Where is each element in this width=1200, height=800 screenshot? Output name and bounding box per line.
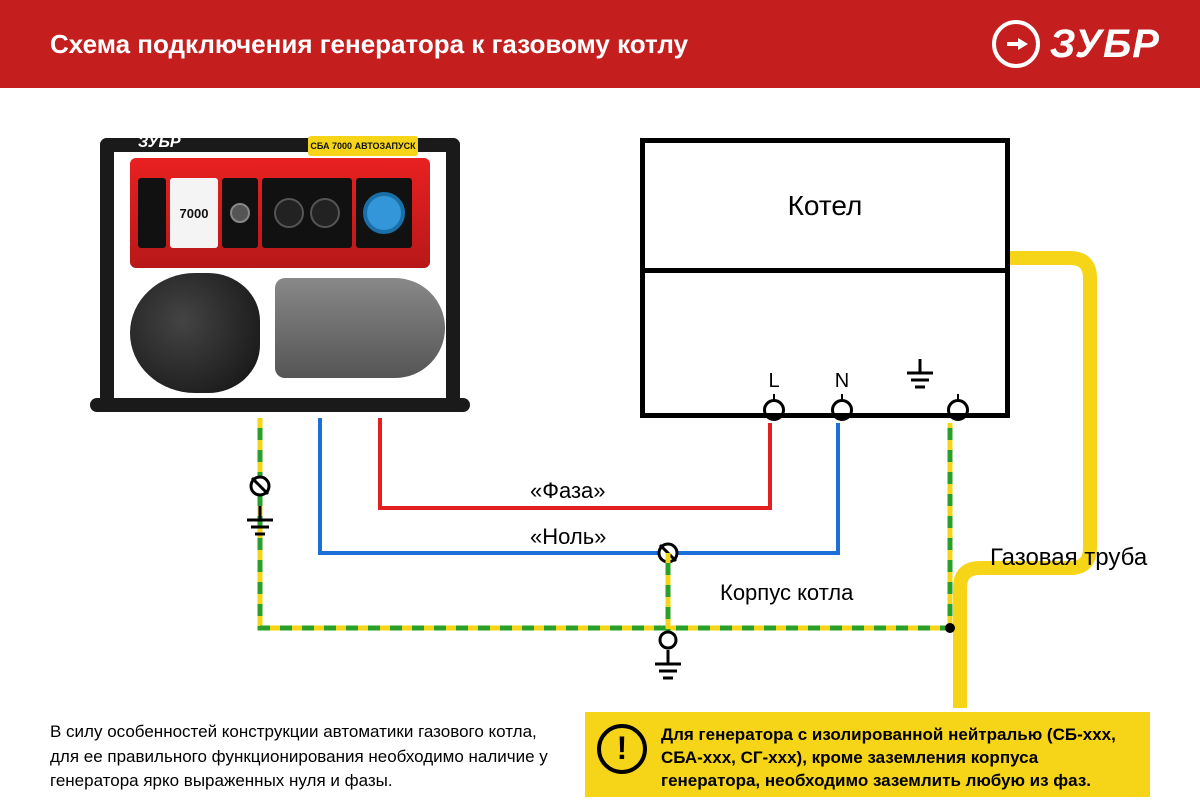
wiring-diagram: ЗУБР СБА 7000 АВТОЗАПУСК 7000 Котел L [0,88,1200,708]
boiler-box: Котел L N [640,138,1010,418]
generator-power-panel: 7000 [170,178,218,248]
terminal-L: L [763,370,785,421]
generator-alternator [275,278,445,378]
external-ground-ring [251,477,269,495]
header-bar: Схема подключения генератора к газовому … [0,0,1200,88]
generator-brand-label: ЗУБР [138,134,181,152]
phase-label: «Фаза» [530,478,606,504]
generator-socket-icon [363,192,405,234]
ground-symbol-center-icon [655,632,681,678]
warning-text: Для генератора с изолированной нейтралью… [661,724,1134,793]
ground-symbol-icon [905,359,935,393]
chassis-label: Корпус котла [720,580,853,606]
generator: ЗУБР СБА 7000 АВТОЗАПУСК 7000 [90,128,470,418]
warning-icon: ! [597,724,647,774]
neutral-label: «Ноль» [530,524,606,550]
terminal-ground [947,367,969,421]
ground-symbol-left-icon [247,506,273,534]
generator-model-badge: СБА 7000 АВТОЗАПУСК [308,136,418,156]
terminal-N: N [831,370,853,421]
gas-pipe-label: Газовая труба [990,544,1147,572]
warning-box: ! Для генератора с изолированной нейтрал… [585,712,1150,797]
brand-arrow-icon [992,20,1040,68]
boiler-label: Котел [645,143,1005,273]
brand-text: ЗУБР [1050,22,1160,67]
boiler-terminal-area: L N [645,273,1005,418]
generator-engine [130,273,260,393]
footnote-text: В силу особенностей конструкции автомати… [50,720,550,794]
generator-body: ЗУБР СБА 7000 АВТОЗАПУСК 7000 [130,158,430,268]
page-title: Схема подключения генератора к газовому … [50,29,688,60]
brand-logo: ЗУБР [992,20,1160,68]
